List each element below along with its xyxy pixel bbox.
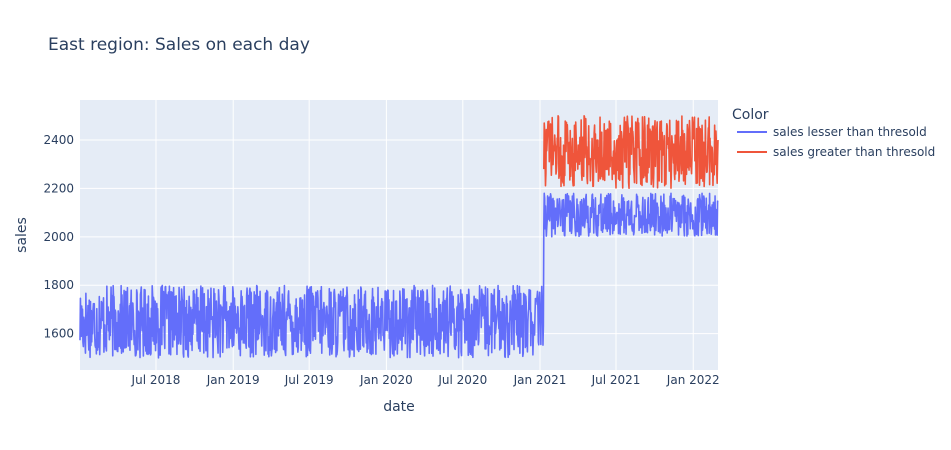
- y-tick-label: 2000: [43, 230, 74, 244]
- y-axis-title: sales: [14, 217, 30, 253]
- legend-item[interactable]: sales greater than thresold: [737, 145, 935, 159]
- legend: Color sales lesser than thresold sales g…: [732, 107, 935, 159]
- x-axis-title: date: [383, 399, 415, 415]
- x-tick-label: Jan 2019: [206, 373, 260, 387]
- series-line-1[interactable]: [543, 114, 719, 190]
- x-tick-label: Jan 2020: [359, 373, 413, 387]
- legend-label-lesser: sales lesser than thresold: [773, 125, 927, 139]
- x-axis-ticks: Jul 2018 Jan 2019 Jul 2019 Jan 2020 Jul 2020…: [131, 373, 720, 387]
- chart-title: East region: Sales on each day: [48, 35, 310, 55]
- y-tick-label: 1600: [43, 327, 74, 341]
- y-tick-label: 2200: [43, 181, 74, 195]
- y-tick-label: 2400: [43, 133, 74, 147]
- x-tick-label: Jul 2019: [284, 373, 334, 387]
- legend-label-greater: sales greater than thresold: [773, 145, 935, 159]
- series-layer: [79, 114, 719, 359]
- legend-title: Color: [732, 107, 769, 123]
- y-tick-label: 1800: [43, 278, 74, 292]
- y-axis-ticks: 1600 1800 2000 2200 2400: [43, 133, 74, 341]
- x-tick-label: Jan 2021: [513, 373, 567, 387]
- series-line-0[interactable]: [79, 192, 719, 359]
- x-tick-label: Jul 2020: [437, 373, 487, 387]
- x-tick-label: Jul 2018: [131, 373, 181, 387]
- x-tick-label: Jan 2022: [666, 373, 720, 387]
- x-tick-label: Jul 2021: [591, 373, 641, 387]
- legend-item[interactable]: sales lesser than thresold: [737, 125, 927, 139]
